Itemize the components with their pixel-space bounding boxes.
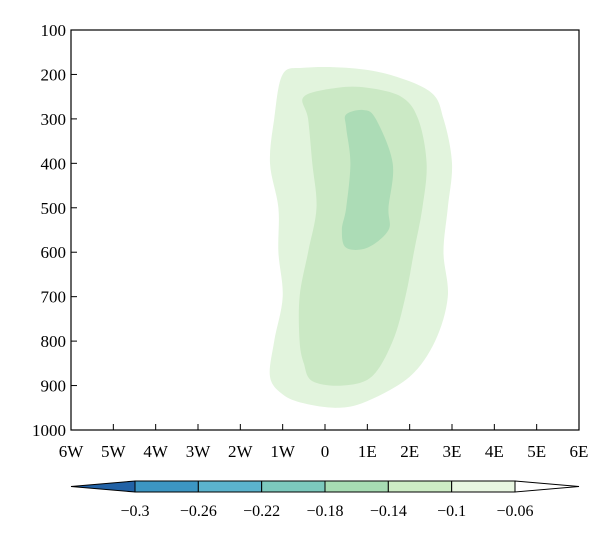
y-tick-label: 1000: [32, 421, 66, 440]
colorbar-label: −0.22: [243, 503, 280, 520]
y-tick-label: 400: [41, 154, 67, 173]
colorbar-segment: [387, 480, 453, 493]
colorbar-segment: [324, 480, 389, 493]
x-tick-label: 5W: [101, 442, 127, 461]
colorbar-label: −0.26: [180, 503, 217, 520]
x-tick-label: 2E: [400, 442, 419, 461]
x-tick-label: 2W: [228, 442, 254, 461]
y-tick-label: 200: [41, 65, 67, 84]
y-tick-label: 100: [41, 21, 67, 40]
y-axis: 100 200 300 400 500 600 700 800 900 1000: [32, 21, 77, 440]
colorbar-segment: [261, 480, 326, 493]
y-tick-label: 600: [41, 243, 67, 262]
x-tick-label: 1W: [270, 442, 296, 461]
x-tick-label: 4W: [143, 442, 169, 461]
x-tick-label: 3W: [186, 442, 212, 461]
colorbar-min-arrow: [70, 480, 136, 493]
colorbar: −0.3 −0.26 −0.22 −0.18 −0.14 −0.1 −0.06: [70, 480, 580, 520]
colorbar-segment: [197, 480, 263, 493]
x-tick-label: 3E: [443, 442, 462, 461]
colorbar-segment: [134, 480, 199, 493]
x-axis: 6W 5W 4W 3W 2W 1W 0 1E 2E 3E 4E 5E 6E: [59, 424, 589, 461]
y-tick-label: 300: [41, 110, 67, 129]
contour-region: [341, 109, 394, 250]
x-tick-label: 6E: [570, 442, 589, 461]
colorbar-segment: [451, 480, 516, 493]
x-tick-label: 0: [321, 442, 330, 461]
colorbar-label: −0.14: [370, 503, 407, 520]
x-tick-label: 5E: [527, 442, 546, 461]
x-tick-label: 1E: [358, 442, 377, 461]
colorbar-label: −0.18: [306, 503, 343, 520]
y-tick-label: 800: [41, 332, 67, 351]
y-tick-label: 700: [41, 288, 67, 307]
x-tick-label: 6W: [59, 442, 85, 461]
y-tick-label: 500: [41, 199, 67, 218]
colorbar-label: −0.06: [496, 503, 533, 520]
colorbar-label: −0.1: [437, 503, 466, 520]
colorbar-label: −0.3: [120, 503, 149, 520]
contour-layer: [269, 66, 453, 408]
x-tick-label: 4E: [485, 442, 504, 461]
colorbar-max-arrow: [514, 480, 580, 493]
y-tick-label: 900: [41, 377, 67, 396]
